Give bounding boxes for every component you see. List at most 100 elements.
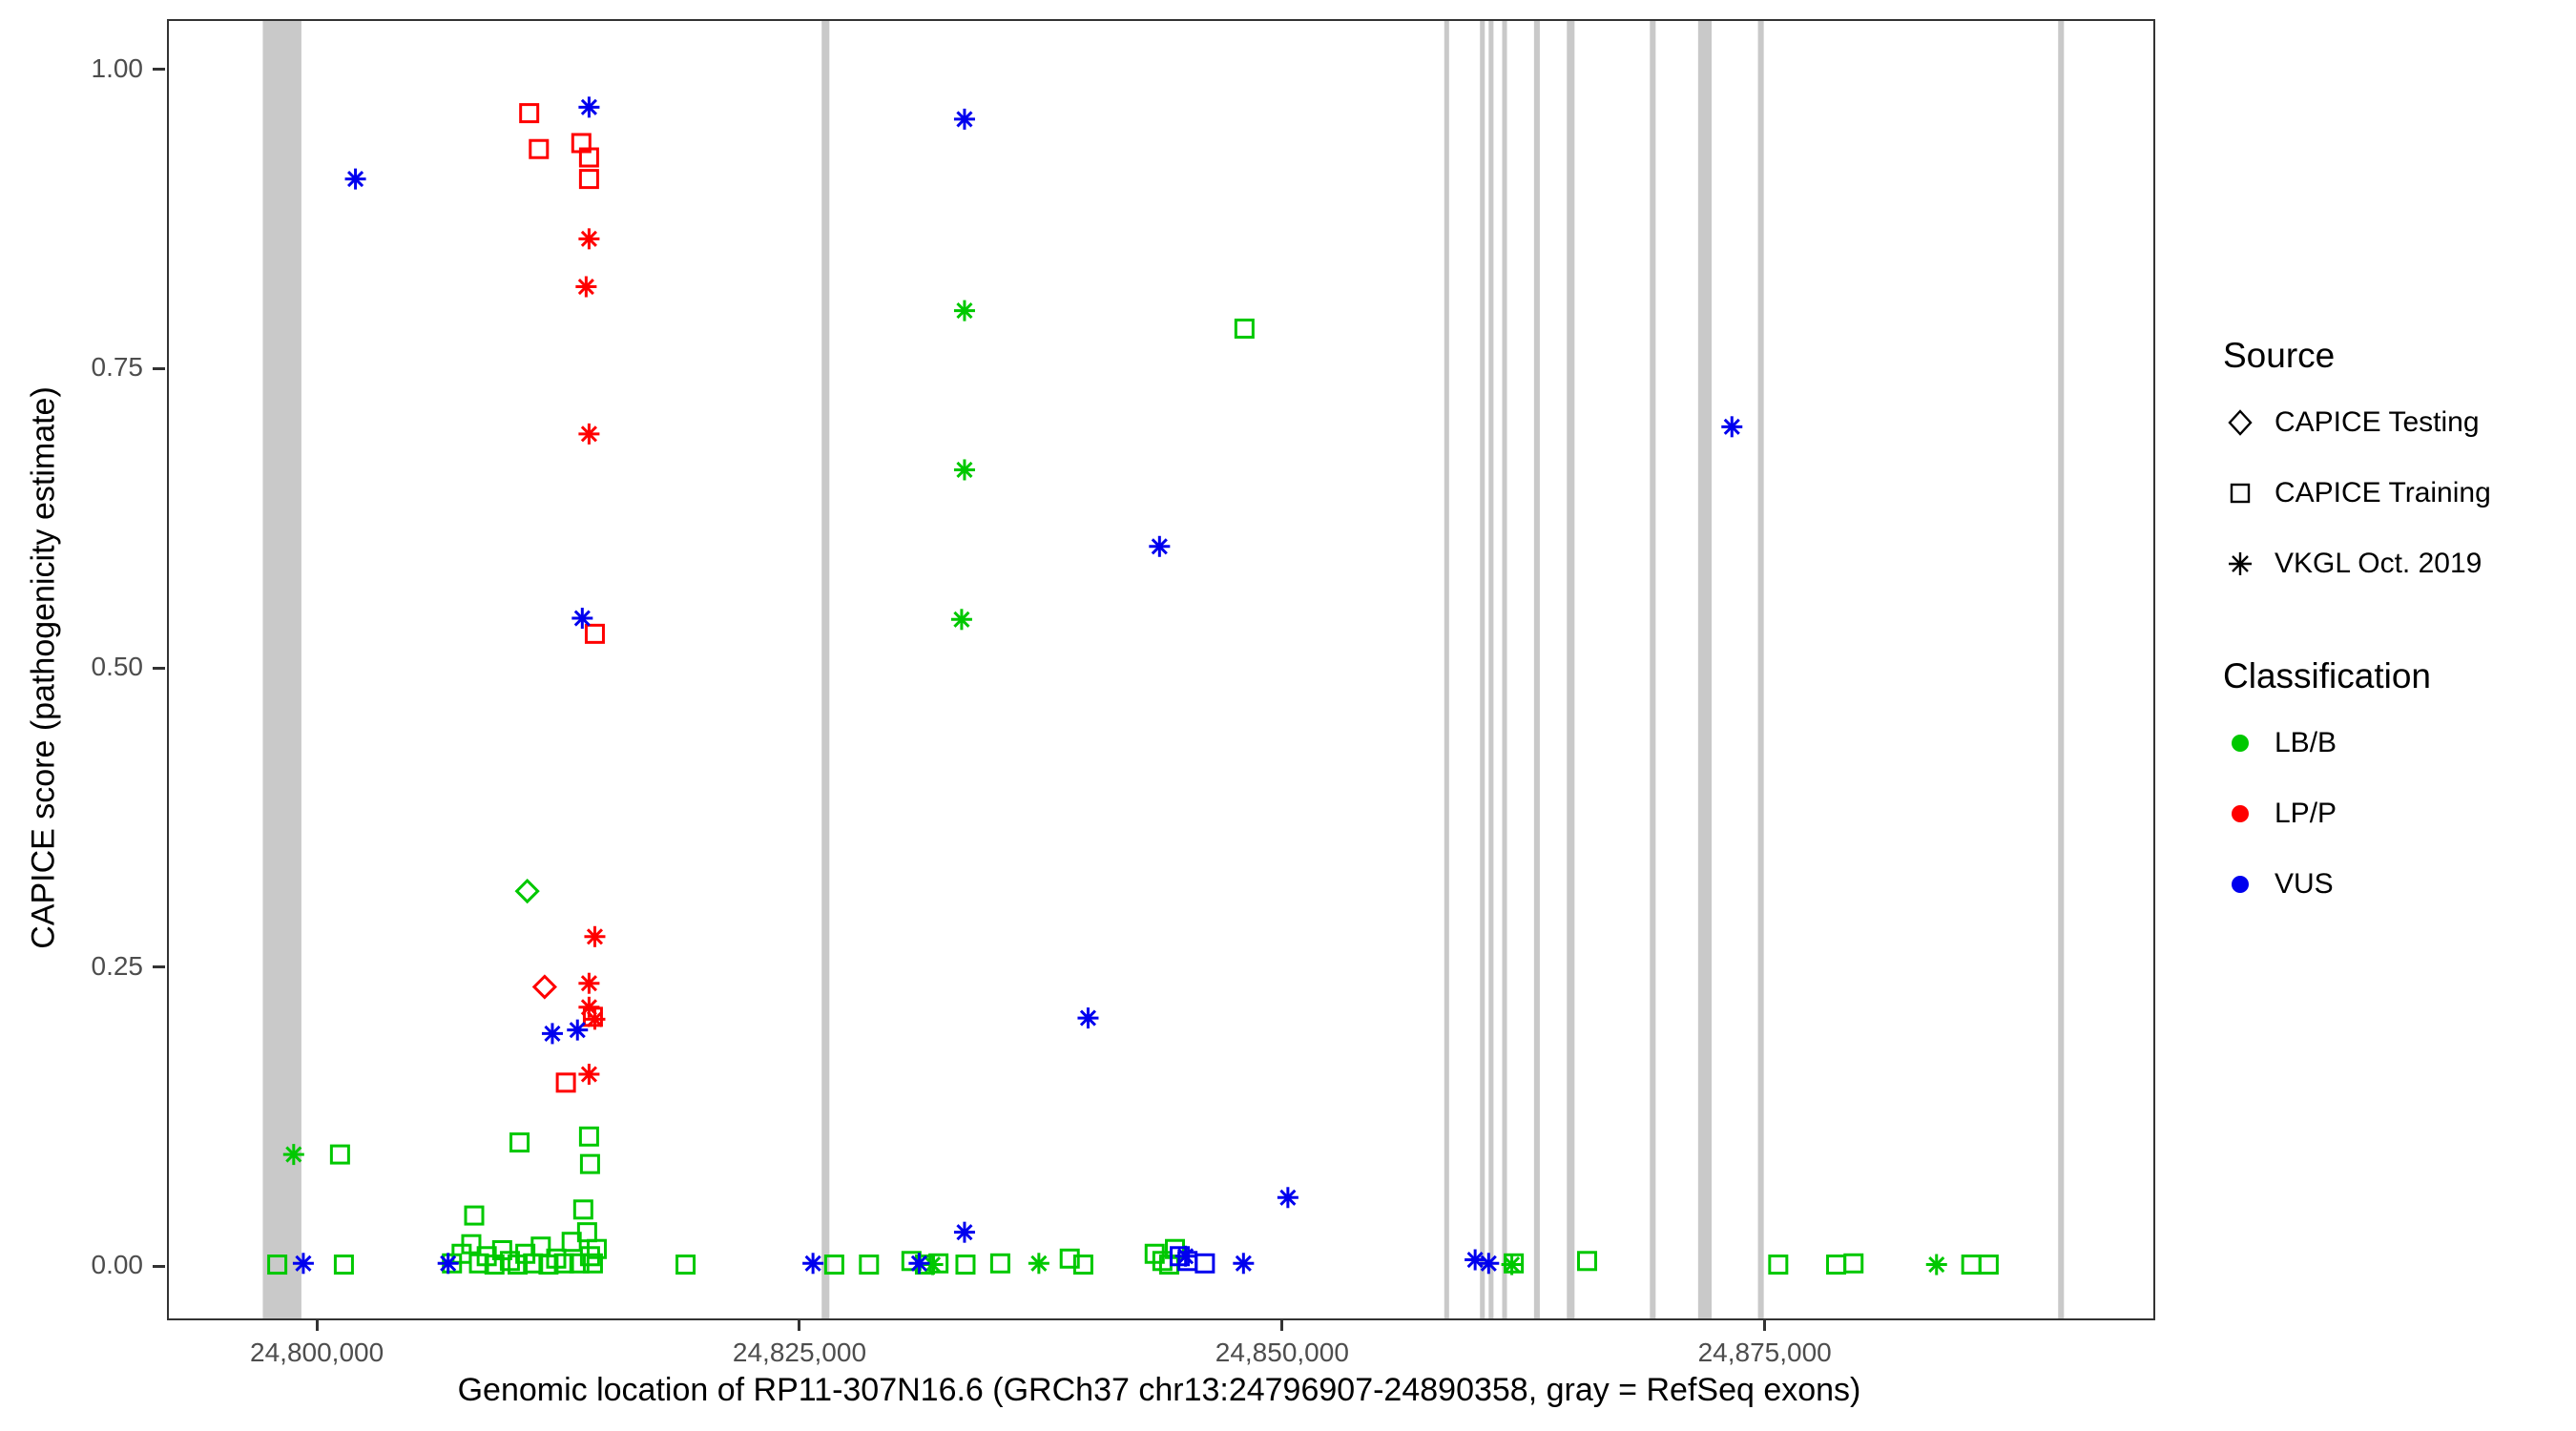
data-point-diamond xyxy=(514,878,540,904)
data-point-asterisk xyxy=(1174,1245,1196,1267)
plot-panel xyxy=(167,19,2155,1320)
data-point-square xyxy=(572,1199,593,1220)
data-point-asterisk xyxy=(950,609,972,631)
data-point-square xyxy=(1961,1255,1982,1275)
data-point-asterisk xyxy=(1277,1187,1298,1209)
x-tick-label: 24,825,000 xyxy=(732,1338,867,1367)
legend-label: VKGL Oct. 2019 xyxy=(2275,548,2483,579)
legend: Source CAPICE Testing CAPICE Training xyxy=(2223,336,2491,933)
exon-band xyxy=(1567,21,1575,1318)
legend-classification-group: Classification LB/B LP/P xyxy=(2223,656,2491,906)
data-point-asterisk xyxy=(1077,1007,1099,1029)
data-point-asterisk xyxy=(953,108,975,130)
exon-band xyxy=(1480,21,1485,1318)
x-tick-mark xyxy=(1280,1318,1284,1331)
data-point-asterisk xyxy=(908,1253,930,1275)
data-point-asterisk xyxy=(571,608,593,630)
scatter-plot xyxy=(262,21,2065,1318)
data-point-asterisk xyxy=(584,925,606,947)
data-point-asterisk xyxy=(1721,416,1743,438)
legend-source-title: Source xyxy=(2223,336,2336,375)
data-point-asterisk xyxy=(1233,1253,1255,1275)
y-tick-mark xyxy=(153,366,165,370)
data-point-square xyxy=(1072,1255,1093,1275)
data-point-asterisk xyxy=(541,1023,563,1045)
y-tick-mark xyxy=(153,1264,165,1268)
data-point-square xyxy=(509,1132,530,1153)
data-point-square xyxy=(461,1234,482,1255)
exon-band xyxy=(1650,21,1656,1318)
exon-band xyxy=(821,21,830,1318)
data-point-square xyxy=(1768,1255,1789,1275)
lpp-dot-icon xyxy=(2223,797,2265,831)
data-point-asterisk xyxy=(953,1221,975,1243)
data-point-asterisk xyxy=(292,1253,314,1275)
data-point-square xyxy=(584,623,605,644)
data-point-square xyxy=(955,1255,976,1275)
data-point-asterisk xyxy=(437,1253,459,1275)
data-point-asterisk xyxy=(578,423,600,445)
data-point-asterisk xyxy=(802,1253,824,1275)
data-point-asterisk xyxy=(344,168,366,190)
data-point-square xyxy=(578,1126,599,1147)
legend-source-group: Source CAPICE Testing CAPICE Training xyxy=(2223,336,2491,586)
data-point-asterisk xyxy=(575,276,597,298)
y-tick-mark xyxy=(153,68,165,72)
legend-item-capice-training: CAPICE Training xyxy=(2223,471,2491,515)
data-point-asterisk xyxy=(578,96,600,118)
data-point-square xyxy=(579,1153,600,1174)
exon-band xyxy=(1488,21,1494,1318)
legend-label: LB/B xyxy=(2275,727,2337,758)
data-point-square xyxy=(1577,1251,1598,1272)
data-point-square xyxy=(1195,1253,1215,1274)
legend-label: VUS xyxy=(2275,868,2334,900)
x-tick-label: 24,875,000 xyxy=(1697,1338,1832,1367)
data-point-diamond xyxy=(531,974,557,1000)
data-point-square xyxy=(333,1255,354,1275)
legend-label: CAPICE Training xyxy=(2275,477,2491,508)
data-point-asterisk xyxy=(578,972,600,994)
data-point-square xyxy=(582,1253,603,1274)
y-tick-mark xyxy=(153,965,165,969)
data-point-square xyxy=(464,1205,485,1226)
data-point-square xyxy=(586,1238,607,1259)
data-point-asterisk xyxy=(953,300,975,321)
y-tick-label: 0.00 xyxy=(91,1250,144,1280)
diamond-icon xyxy=(2223,405,2265,440)
exon-bands xyxy=(262,21,2065,1318)
data-point-square xyxy=(555,1072,576,1093)
data-point-asterisk xyxy=(1925,1254,1947,1275)
y-tick-mark xyxy=(153,666,165,670)
data-point-square xyxy=(1826,1255,1847,1275)
data-point-square xyxy=(823,1255,844,1275)
lbb-dot-icon xyxy=(2223,726,2265,760)
data-point-square xyxy=(578,169,599,190)
exon-band xyxy=(1697,21,1713,1318)
data-point-square xyxy=(1059,1248,1080,1269)
data-point-asterisk xyxy=(578,228,600,250)
x-tick-mark xyxy=(315,1318,319,1331)
data-point-square xyxy=(553,1253,574,1274)
legend-item-vkgl: VKGL Oct. 2019 xyxy=(2223,542,2491,586)
data-point-square xyxy=(529,138,550,159)
data-point-square xyxy=(859,1255,880,1275)
legend-label: CAPICE Testing xyxy=(2275,406,2480,438)
data-point-asterisk xyxy=(953,459,975,481)
data-point-asterisk xyxy=(1028,1253,1049,1275)
legend-item-lbb: LB/B xyxy=(2223,721,2491,765)
data-point-square xyxy=(1978,1255,1999,1275)
data-point-asterisk xyxy=(1501,1254,1523,1275)
legend-label: LP/P xyxy=(2275,798,2337,829)
data-point-asterisk xyxy=(282,1144,304,1166)
x-tick-mark xyxy=(1763,1318,1767,1331)
x-axis-title: Genomic location of RP11-307N16.6 (GRCh3… xyxy=(457,1372,1861,1408)
data-point-square xyxy=(1234,318,1255,339)
y-tick-label: 0.50 xyxy=(91,652,144,681)
data-point-square xyxy=(1843,1253,1864,1274)
data-point-asterisk xyxy=(584,1008,606,1030)
exon-band xyxy=(1533,21,1540,1318)
data-point-asterisk xyxy=(578,1064,600,1086)
data-point-square xyxy=(578,147,599,168)
data-point-square xyxy=(675,1255,696,1275)
